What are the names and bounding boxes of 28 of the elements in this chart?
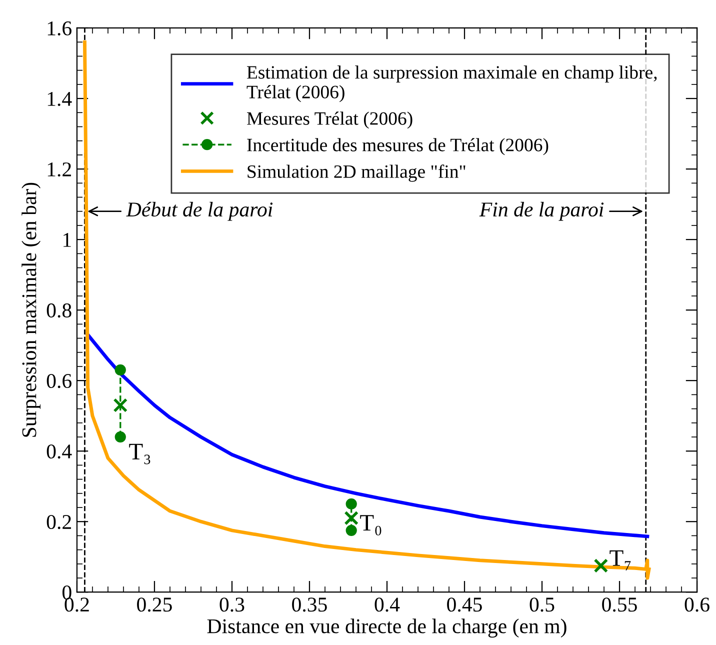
y-tick-label: 1.6: [48, 21, 72, 36]
y-tick-label: 1.2: [48, 162, 71, 177]
legend-label: Simulation 2D maillage "fin": [248, 164, 466, 182]
y-tick-label: 0.8: [46, 303, 72, 318]
annotation: T₇: [610, 550, 631, 570]
x-tick-label: 0.4: [374, 598, 400, 612]
ref-line-label: Fin de la paroi: [479, 202, 604, 221]
y-tick-label: 0.4: [46, 444, 72, 459]
annotation: T₃: [129, 444, 150, 464]
y-axis-title: Surpression maximale (en bar): [22, 182, 41, 437]
x-tick-label: 0.25: [137, 598, 172, 612]
x-tick-label: 0.55: [602, 598, 637, 612]
y-tick-label: 0: [62, 585, 72, 600]
x-axis-title: Distance en vue directe de la charge (en m): [207, 618, 566, 638]
annotation: T₀: [360, 515, 382, 536]
legend-label: Estimation de la surpression maximale en champ libre, Trélat (2006): [246, 66, 657, 102]
y-tick-label: 0.6: [46, 374, 72, 388]
y-tick-label: 1.4: [48, 92, 72, 106]
x-tick-label: 0.45: [447, 598, 482, 612]
x-tick-label: 0.35: [292, 598, 327, 612]
x-tick-label: 0.3: [220, 598, 244, 612]
x-tick-label: 0.6: [684, 598, 710, 612]
y-tick-label: 0.2: [46, 514, 71, 530]
x-tick-label: 0.5: [530, 598, 554, 612]
legend-label: Incertitude des mesures de Trélat (2006): [247, 138, 548, 156]
ref-line-label: Début de la paroi: [126, 202, 273, 221]
y-tick-label: 1: [64, 233, 71, 247]
legend-label: Mesures Trélat (2006): [246, 112, 412, 129]
